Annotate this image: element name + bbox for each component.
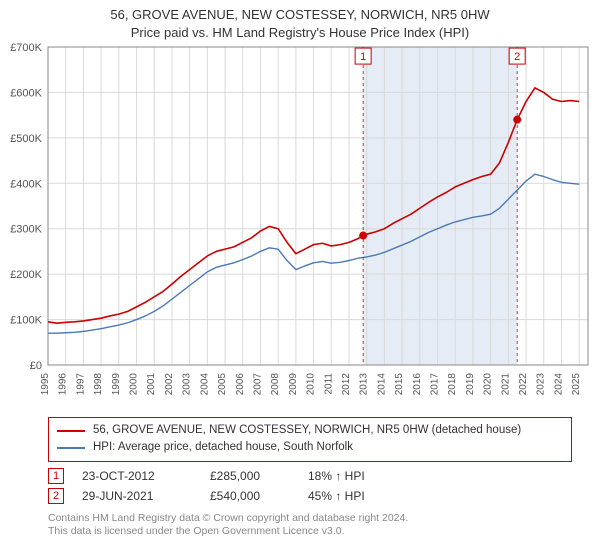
legend-label: 56, GROVE AVENUE, NEW COSTESSEY, NORWICH… <box>93 422 521 439</box>
svg-text:2022: 2022 <box>518 373 529 396</box>
svg-text:1996: 1996 <box>58 373 69 396</box>
svg-text:2016: 2016 <box>412 373 423 396</box>
svg-text:1998: 1998 <box>93 373 104 396</box>
sale-marker-row: 2 29-JUN-2021 £540,000 45% ↑ HPI <box>48 486 572 506</box>
svg-text:2018: 2018 <box>447 373 458 396</box>
svg-text:£700K: £700K <box>10 42 42 54</box>
svg-text:£500K: £500K <box>10 133 42 145</box>
svg-text:2019: 2019 <box>465 373 476 396</box>
svg-text:2007: 2007 <box>252 373 263 396</box>
svg-text:2008: 2008 <box>270 373 281 396</box>
svg-text:1999: 1999 <box>111 373 122 396</box>
svg-text:2017: 2017 <box>430 373 441 396</box>
svg-text:£200K: £200K <box>10 269 42 281</box>
title-line-1: 56, GROVE AVENUE, NEW COSTESSEY, NORWICH… <box>0 6 600 24</box>
chart-container: £0 £100K £200K £300K £400K £500K £600K £700K 199… <box>0 41 600 411</box>
sale-marker-row: 1 23-OCT-2012 £285,000 18% ↑ HPI <box>48 466 572 486</box>
price-chart: £0 £100K £200K £300K £400K £500K £600K £700K 199… <box>0 41 600 411</box>
data-attribution: Contains HM Land Registry data © Crown c… <box>48 512 572 539</box>
svg-text:2011: 2011 <box>323 373 334 395</box>
svg-text:2000: 2000 <box>129 373 140 396</box>
svg-text:2015: 2015 <box>394 373 405 396</box>
svg-text:2013: 2013 <box>359 373 370 396</box>
svg-text:2005: 2005 <box>217 373 228 396</box>
svg-text:£0: £0 <box>30 360 42 372</box>
chart-title-block: 56, GROVE AVENUE, NEW COSTESSEY, NORWICH… <box>0 0 600 41</box>
svg-text:2010: 2010 <box>306 373 317 396</box>
svg-text:1995: 1995 <box>40 373 51 396</box>
svg-text:£300K: £300K <box>10 224 42 236</box>
svg-text:2006: 2006 <box>235 373 246 396</box>
caption-line-1: Contains HM Land Registry data © Crown c… <box>48 512 572 526</box>
sale-price: £285,000 <box>210 469 290 483</box>
legend-row: HPI: Average price, detached house, Sout… <box>57 439 563 456</box>
svg-text:2021: 2021 <box>500 373 511 396</box>
chart-legend: 56, GROVE AVENUE, NEW COSTESSEY, NORWICH… <box>48 417 572 462</box>
sale-date: 29-JUN-2021 <box>82 489 192 503</box>
sale-vs-hpi: 45% ↑ HPI <box>308 489 428 503</box>
legend-label: HPI: Average price, detached house, Sout… <box>93 439 353 456</box>
svg-text:2023: 2023 <box>536 373 547 396</box>
title-line-2: Price paid vs. HM Land Registry's House … <box>0 24 600 42</box>
sale-vs-hpi: 18% ↑ HPI <box>308 469 428 483</box>
svg-text:2004: 2004 <box>199 373 210 396</box>
svg-text:2025: 2025 <box>571 373 582 396</box>
svg-text:2012: 2012 <box>341 373 352 396</box>
sale-marker-badge: 1 <box>48 468 64 484</box>
legend-swatch <box>57 447 85 449</box>
legend-swatch <box>57 430 85 432</box>
svg-text:£600K: £600K <box>10 88 42 100</box>
svg-text:2020: 2020 <box>483 373 494 396</box>
sale-marker-badge: 2 <box>48 488 64 504</box>
svg-text:£400K: £400K <box>10 178 42 190</box>
svg-text:£100K: £100K <box>10 315 42 327</box>
svg-text:1: 1 <box>360 51 366 63</box>
sale-date: 23-OCT-2012 <box>82 469 192 483</box>
svg-text:2001: 2001 <box>146 373 157 396</box>
svg-text:1997: 1997 <box>75 373 86 396</box>
svg-text:2: 2 <box>514 51 520 63</box>
svg-text:2014: 2014 <box>376 373 387 396</box>
svg-text:2003: 2003 <box>182 373 193 396</box>
caption-line-2: This data is licensed under the Open Gov… <box>48 525 572 539</box>
sale-price: £540,000 <box>210 489 290 503</box>
sale-markers-table: 1 23-OCT-2012 £285,000 18% ↑ HPI 2 29-JUN-202… <box>48 466 572 506</box>
svg-text:2002: 2002 <box>164 373 175 396</box>
legend-row: 56, GROVE AVENUE, NEW COSTESSEY, NORWICH… <box>57 422 563 439</box>
svg-text:2024: 2024 <box>553 373 564 396</box>
svg-text:2009: 2009 <box>288 373 299 396</box>
